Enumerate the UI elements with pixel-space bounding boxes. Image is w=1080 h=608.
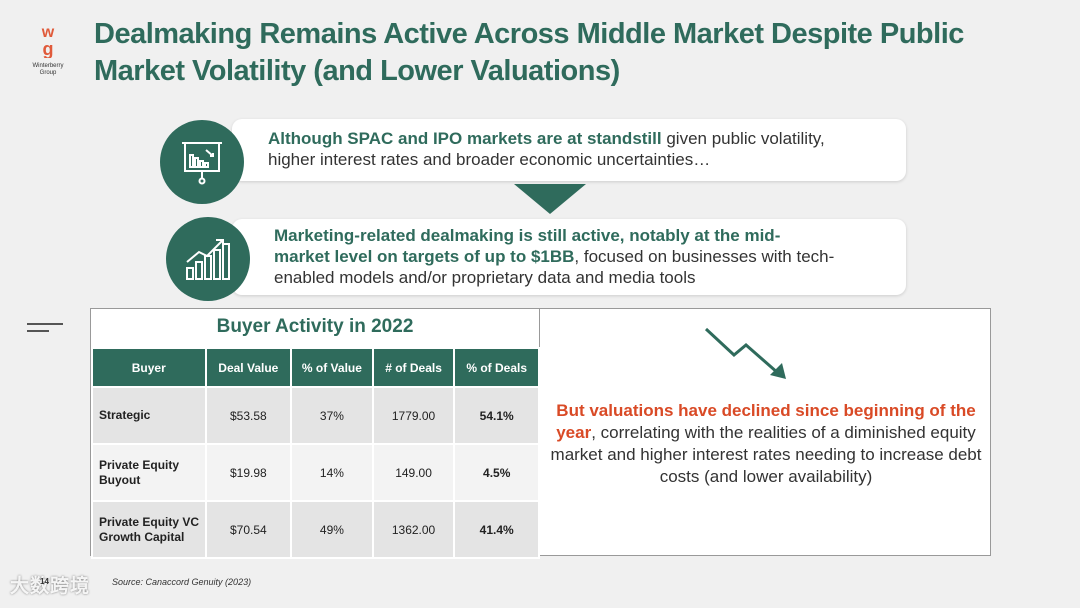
cell-pct-value: 49% bbox=[290, 500, 374, 559]
point2-line3: enabled models and/or proprietary data a… bbox=[274, 268, 696, 287]
cell-deal-value: $19.98 bbox=[204, 443, 293, 502]
winterberry-logo-icon: w g bbox=[41, 24, 55, 59]
valuation-rest: , correlating with the realities of a di… bbox=[550, 423, 982, 486]
company-logo: w g Winterberry Group bbox=[28, 22, 68, 77]
buyer-activity-title: Buyer Activity in 2022 bbox=[216, 316, 414, 337]
point2-rest1: , focused on businesses with tech- bbox=[574, 247, 835, 266]
cell-pct-value: 14% bbox=[290, 443, 374, 502]
watermark: 大数跨境 bbox=[10, 576, 91, 597]
table-row: Private Equity Buyout $19.98 14% 149.00 … bbox=[91, 443, 540, 502]
point1-line2: higher interest rates and broader econom… bbox=[268, 150, 711, 169]
point2-line1: Marketing-related dealmaking is still ac… bbox=[274, 225, 896, 246]
point2-card: Marketing-related dealmaking is still ac… bbox=[232, 219, 906, 295]
col-header-buyer: Buyer bbox=[91, 347, 207, 388]
presentation-chart-declining-icon bbox=[182, 142, 222, 185]
svg-text:w: w bbox=[41, 24, 55, 41]
valuation-note: But valuations have declined since begin… bbox=[550, 400, 982, 488]
svg-text:g: g bbox=[43, 39, 54, 58]
table-row: Strategic $53.58 37% 1779.00 54.1% bbox=[91, 386, 540, 445]
cell-deal-value: $53.58 bbox=[204, 386, 293, 445]
point1-line1: Although SPAC and IPO markets are at sta… bbox=[268, 128, 906, 149]
cell-buyer: Private Equity Buyout bbox=[91, 443, 207, 502]
table-row: Private Equity VC Growth Capital $70.54 … bbox=[91, 500, 540, 559]
point2-bold1: Marketing-related dealmaking is still ac… bbox=[274, 226, 781, 245]
cell-pct-deals: 4.5% bbox=[453, 443, 540, 502]
point2-line2: market level on targets of up to $1BB, f… bbox=[274, 246, 896, 267]
page-number: 14 bbox=[40, 577, 49, 586]
growth-bar-chart-icon bbox=[186, 239, 230, 280]
title-line1: Dealmaking Remains Active Across Middle … bbox=[94, 18, 964, 50]
cell-pct-deals: 41.4% bbox=[453, 500, 540, 559]
col-header-pct-deals: % of Deals bbox=[453, 347, 540, 388]
point1-icon-circle bbox=[160, 120, 244, 204]
cell-num-deals: 1362.00 bbox=[371, 500, 456, 559]
cell-num-deals: 149.00 bbox=[371, 443, 456, 502]
table-header-row: Buyer Deal Value % of Value # of Deals %… bbox=[91, 347, 540, 388]
point1-rest1: given public volatility, bbox=[661, 129, 825, 148]
cell-pct-deals: 54.1% bbox=[453, 386, 540, 445]
point2-icon-circle bbox=[166, 217, 250, 301]
decor-dash-2 bbox=[27, 330, 49, 332]
valuation-panel: But valuations have declined since begin… bbox=[540, 308, 991, 556]
point1-bold: Although SPAC and IPO markets are at sta… bbox=[268, 129, 662, 148]
title-line2: Market Volatility (and Lower Valuations) bbox=[94, 55, 620, 87]
decor-dash-1 bbox=[27, 323, 63, 325]
col-header-num-deals: # of Deals bbox=[371, 347, 456, 388]
point1-card: Although SPAC and IPO markets are at sta… bbox=[232, 119, 906, 181]
buyer-activity-panel: Buyer Activity in 2022 Buyer Deal Value … bbox=[90, 308, 540, 559]
slide-title: Dealmaking Remains Active Across Middle … bbox=[94, 16, 1044, 90]
source-citation: Source: Canaccord Genuity (2023) bbox=[112, 577, 252, 587]
col-header-pct-value: % of Value bbox=[290, 347, 374, 388]
buyer-activity-table: Buyer Deal Value % of Value # of Deals %… bbox=[91, 347, 540, 559]
flow-down-arrow bbox=[514, 184, 586, 214]
point2-bold2: market level on targets of up to $1BB bbox=[274, 247, 575, 266]
cell-pct-value: 37% bbox=[290, 386, 374, 445]
valuation-highlight: But valuations have declined since begin… bbox=[556, 401, 976, 442]
col-header-deal-value: Deal Value bbox=[204, 347, 293, 388]
logo-name-line1: Winterberry bbox=[32, 63, 64, 69]
cell-buyer: Strategic bbox=[91, 386, 207, 445]
cell-deal-value: $70.54 bbox=[204, 500, 293, 559]
logo-name-line2: Group bbox=[39, 70, 57, 76]
cell-buyer: Private Equity VC Growth Capital bbox=[91, 500, 207, 559]
cell-num-deals: 1779.00 bbox=[371, 386, 456, 445]
downward-trend-arrow-icon bbox=[704, 327, 786, 379]
